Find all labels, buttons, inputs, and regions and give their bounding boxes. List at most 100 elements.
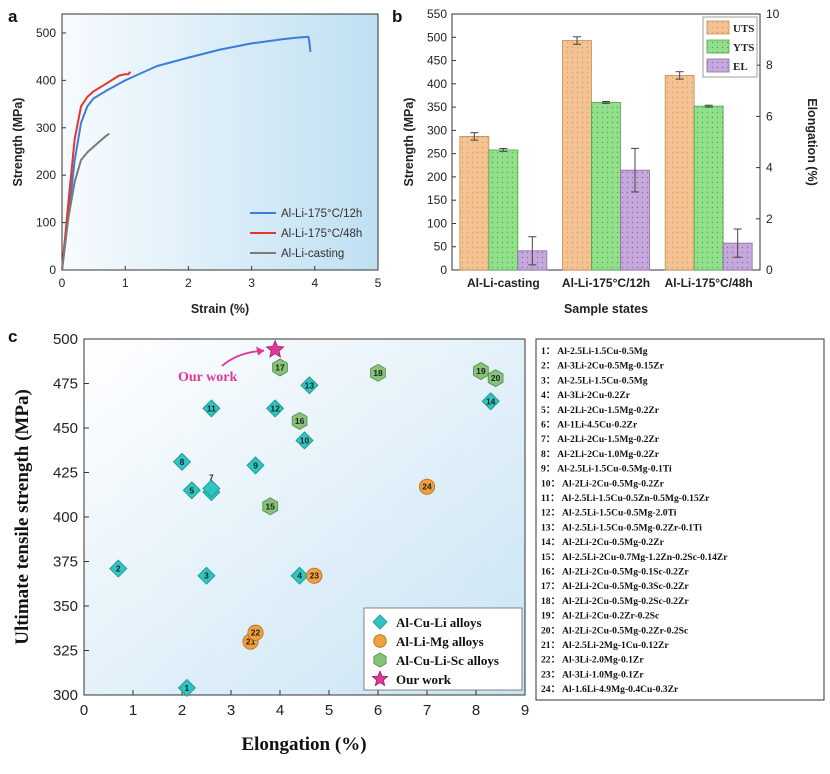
panel-a-ytick-label: 0: [49, 263, 56, 277]
point-al-cu-li-alloys-3: [197, 566, 216, 585]
legend-label-al-li-175-c-12h: Al-Li-175°C/12h: [281, 208, 362, 220]
legend-label-al-cu-li-alloys: Al-Cu-Li alloys: [396, 615, 482, 630]
bar-yts-al-li-175-c-48h: [693, 105, 724, 271]
reference-item-18: 18： Al-2Li-2Cu-0.5Mg-0.2Sc-0.2Zr: [541, 596, 689, 607]
panel-b-y2tick-label: 6: [766, 109, 773, 123]
reference-item-4: 4： Al-3Li-2Cu-0.2Zr: [541, 390, 631, 401]
panel-b-bar-chart: b 0 50 100 150 200 250 300 350 400 450 500 550 0 2 4 6 8…: [392, 7, 819, 316]
point-al-cu-li-sc-alloys-20: [487, 369, 504, 388]
panel-b-ytick-label: 250: [427, 147, 447, 161]
panel-c-xtick-label: 6: [374, 702, 382, 719]
series-line-al-li-casting: [61, 132, 110, 271]
panel-a-ytick-label: 300: [36, 121, 56, 135]
reference-item-20: 20： Al-2Li-2Cu-0.5Mg-0.2Zr-0.2Sc: [541, 625, 689, 636]
point-al-cu-li-alloys-11: [202, 399, 221, 418]
point-al-cu-li-alloys-14: [481, 392, 500, 411]
point-al-cu-li-sc-alloys-18: [370, 363, 386, 382]
reference-item-24: 24： Al-1.6Li-4.9Mg-0.4Cu-0.3Zr: [541, 684, 679, 695]
panel-b-ytick-label: 150: [427, 193, 447, 207]
panel-a-xtick-label: 4: [311, 276, 318, 290]
reference-item-13: 13： Al-2.5Li-1.5Cu-0.5Mg-0.2Zr-0.1Ti: [541, 522, 702, 533]
panel-a-ytick-label: 200: [36, 168, 56, 182]
panel-c-ytick-label: 350: [53, 598, 78, 615]
panel-c-ytick-label: 500: [53, 331, 78, 348]
panel-b-ytick-label: 500: [427, 30, 447, 44]
panel-b-ytick-label: 100: [427, 216, 447, 230]
point-al-li-mg-alloys-22: [247, 624, 264, 641]
panel-c-label: c: [8, 327, 17, 346]
reference-item-17: 17： Al-2Li-2Cu-0.5Mg-0.3Sc-0.2Zr: [541, 581, 689, 592]
panel-b-ytick-label: 0: [440, 263, 447, 277]
point-label-22: 22: [251, 628, 261, 638]
panel-b-ytick-label: 200: [427, 170, 447, 184]
point-label-21: 21: [246, 637, 256, 647]
reference-item-15: 15： Al-2.5Li-2Cu-0.7Mg-1.2Zn-0.2Sc-0.14Z…: [541, 552, 728, 563]
legend-marker-al-cu-li-sc-alloys: [373, 652, 387, 668]
panel-c-xtick-label: 0: [80, 702, 88, 719]
point-label-2: 2: [116, 564, 121, 574]
legend-label-al-li-casting: Al-Li-casting: [281, 248, 344, 260]
panel-c-xlabel: Elongation (%): [241, 734, 366, 755]
legend-label-al-li-175-c-48h: Al-Li-175°C/48h: [281, 228, 362, 240]
point-label-7: 7: [209, 473, 214, 483]
panel-c-xtick-label: 2: [178, 702, 186, 719]
panel-c-legend: Al-Cu-Li alloys Al-Li-Mg alloys Al-Cu-Li-S…: [363, 607, 523, 691]
panel-b-y2tick-label: 0: [766, 263, 773, 277]
panel-c-xtick-label: 8: [472, 702, 480, 719]
panel-b-label: b: [392, 7, 402, 26]
reference-item-22: 22： Al-3Li-2.0Mg-0.1Zr: [541, 655, 644, 666]
legend-label-el: EL: [733, 61, 748, 73]
reference-item-11: 11： Al-2.5Li-1.5Cu-0.5Zn-0.5Mg-0.15Zr: [541, 493, 710, 504]
panel-c-ytick-label: 475: [53, 376, 78, 393]
panel-b-ytick-label: 400: [427, 77, 447, 91]
legend-label-al-li-mg-alloys: Al-Li-Mg alloys: [396, 634, 484, 649]
reference-item-5: 5： Al-2Li-2Cu-1.5Mg-0.2Zr: [541, 405, 660, 416]
panel-c-ytick-label: 300: [53, 687, 78, 704]
panel-a-legend: Al-Li-175°C/12h Al-Li-175°C/48h Al-Li-cast…: [250, 208, 362, 260]
panel-a-xtick-label: 2: [185, 276, 192, 290]
point-label-17: 17: [275, 362, 285, 372]
point-al-li-mg-alloys-23: [306, 567, 323, 584]
panel-b-y2tick-label: 2: [766, 212, 773, 226]
panel-a-ytick-label: 400: [36, 73, 56, 87]
point-al-cu-li-sc-alloys-15: [262, 497, 278, 516]
point-label-23: 23: [310, 571, 320, 581]
reference-item-14: 14： Al-2Li-2Cu-0.5Mg-0.2Zr: [541, 537, 665, 548]
point-al-cu-li-sc-alloys-16: [291, 411, 308, 430]
panel-a-plot-area: [61, 13, 379, 271]
legend-swatch-yts: [706, 39, 730, 54]
panel-a-xlabel: Strain (%): [191, 302, 249, 316]
point-label-24: 24: [422, 482, 432, 492]
reference-item-7: 7： Al-2Li-2Cu-1.5Mg-0.2Zr: [541, 434, 660, 445]
panel-b-category-label: Al-Li-175°C/12h: [562, 276, 650, 290]
panel-b-category-label: Al-Li-175°C/48h: [665, 276, 753, 290]
panel-a-xtick-label: 0: [59, 276, 66, 290]
point-label-16: 16: [295, 416, 305, 426]
reference-item-21: 21： Al-2.5Li-2Mg-1Cu-0.12Zr: [541, 640, 669, 651]
reference-item-3: 3： Al-2.5Li-1.5Cu-0.5Mg: [541, 375, 648, 386]
reference-item-23: 23： Al-3Li-1.0Mg-0.1Zr: [541, 669, 644, 680]
reference-list-box: [535, 338, 825, 701]
point-al-cu-li-alloys-5: [182, 481, 201, 500]
point-al-cu-li-alloys-9: [246, 456, 265, 475]
point-label-8: 8: [180, 457, 185, 467]
panel-c-xtick-label: 7: [423, 702, 431, 719]
point-al-cu-li-sc-alloys-17: [272, 358, 288, 377]
point-label-11: 11: [207, 403, 216, 413]
point-al-cu-li-sc-alloys-19: [473, 362, 489, 380]
panel-b-ylabel: Strength (MPa): [402, 98, 416, 187]
panel-a-label: a: [8, 7, 18, 26]
panel-c-ytick-label: 325: [53, 643, 78, 660]
panel-b-bars: [459, 36, 753, 271]
point-al-cu-li-alloys-13: [300, 376, 319, 395]
panel-a-xtick-label: 1: [122, 276, 129, 290]
point-label-4: 4: [297, 571, 302, 581]
panel-c-ylabel: Ultimate tensile strength (MPa): [12, 389, 33, 645]
panel-c-xtick-label: 4: [276, 702, 284, 719]
point-al-cu-li-alloys-2: [109, 559, 128, 578]
reference-item-2: 2： Al-3Li-2Cu-0.5Mg-0.15Zr: [541, 361, 665, 372]
bar-uts-al-li-casting: [459, 136, 490, 271]
panel-c-ytick-label: 375: [53, 554, 78, 571]
reference-item-1: 1： Al-2.5Li-1.5Cu-0.5Mg: [541, 346, 648, 357]
